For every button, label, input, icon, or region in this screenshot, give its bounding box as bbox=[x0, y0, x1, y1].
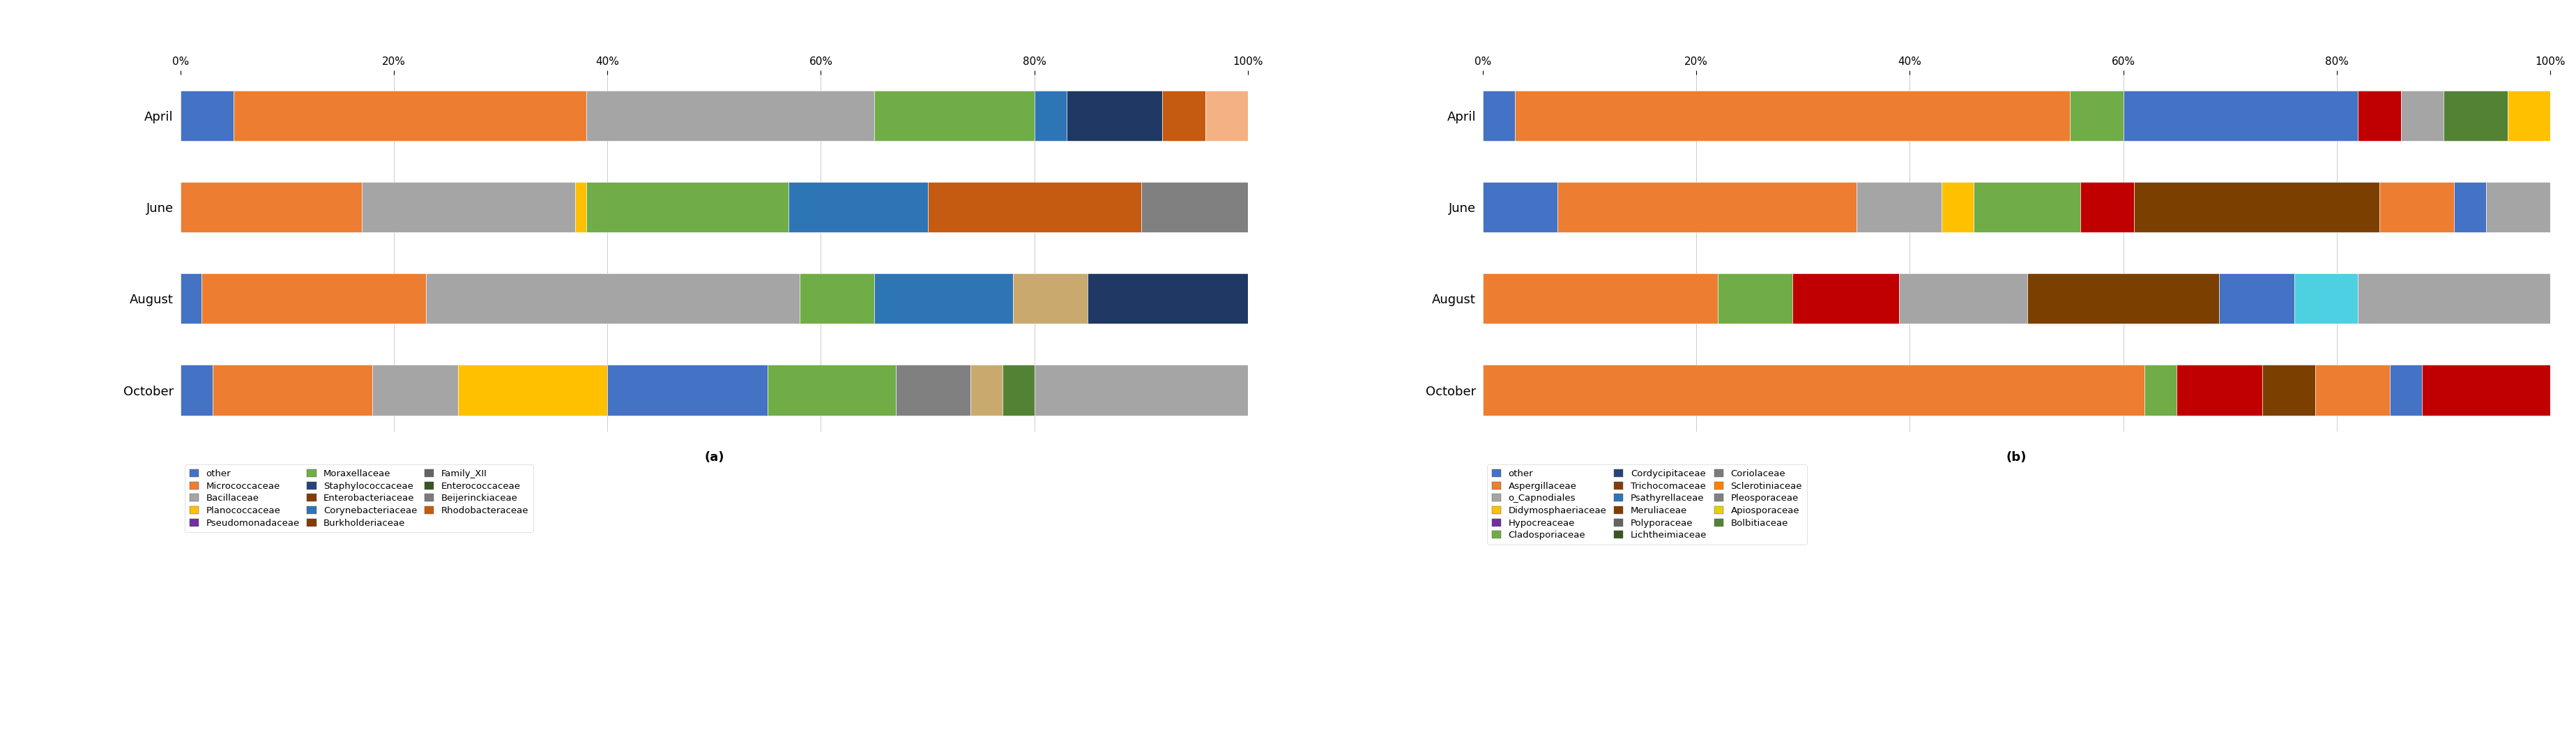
Bar bbox=[2401, 91, 2445, 141]
Bar bbox=[873, 274, 1012, 324]
Bar bbox=[1066, 91, 1162, 141]
Bar bbox=[2071, 91, 2123, 141]
Bar bbox=[2133, 182, 2380, 232]
Bar bbox=[2027, 274, 2221, 324]
Bar bbox=[1012, 274, 1087, 324]
Bar bbox=[2295, 274, 2357, 324]
Bar bbox=[788, 182, 927, 232]
Bar bbox=[1558, 182, 1857, 232]
Bar bbox=[2506, 91, 2550, 141]
Bar bbox=[971, 365, 1002, 415]
Bar bbox=[1973, 182, 2081, 232]
Bar bbox=[1087, 274, 1247, 324]
Bar bbox=[211, 365, 374, 415]
Bar bbox=[425, 274, 799, 324]
X-axis label: (b): (b) bbox=[2007, 451, 2027, 464]
Bar bbox=[180, 91, 234, 141]
Bar bbox=[2177, 365, 2262, 415]
Bar bbox=[873, 91, 1036, 141]
Bar bbox=[927, 182, 1141, 232]
Bar bbox=[180, 274, 201, 324]
Legend: other, Micrococcaceae, Bacillaceae, Planococcaceae, Pseudomonadaceae, Moraxellac: other, Micrococcaceae, Bacillaceae, Plan… bbox=[185, 465, 533, 532]
Bar bbox=[1141, 182, 1247, 232]
Bar bbox=[768, 365, 896, 415]
Bar bbox=[1793, 274, 1899, 324]
Bar bbox=[2380, 182, 2455, 232]
Bar bbox=[608, 365, 768, 415]
Bar bbox=[374, 365, 459, 415]
Bar bbox=[1515, 91, 2071, 141]
Bar bbox=[2391, 365, 2421, 415]
Bar bbox=[180, 365, 211, 415]
Bar bbox=[2123, 91, 2357, 141]
Bar bbox=[1162, 91, 1206, 141]
Bar bbox=[799, 274, 873, 324]
Bar bbox=[2357, 91, 2401, 141]
Bar bbox=[1484, 91, 1515, 141]
Bar bbox=[2421, 365, 2550, 415]
Bar bbox=[2357, 274, 2550, 324]
Bar bbox=[585, 182, 788, 232]
Bar bbox=[1718, 274, 1793, 324]
Legend: other, Aspergillaceae, o_Capnodiales, Didymosphaeriaceae, Hypocreaceae, Cladospo: other, Aspergillaceae, o_Capnodiales, Di… bbox=[1486, 465, 1806, 545]
Bar bbox=[201, 274, 425, 324]
Bar bbox=[2081, 182, 2133, 232]
Bar bbox=[459, 365, 608, 415]
Bar bbox=[2455, 182, 2486, 232]
Bar bbox=[2146, 365, 2177, 415]
Bar bbox=[2486, 182, 2550, 232]
Bar bbox=[2262, 365, 2316, 415]
Bar bbox=[2221, 274, 2295, 324]
Bar bbox=[896, 365, 971, 415]
Bar bbox=[1484, 182, 1558, 232]
Bar bbox=[2316, 365, 2391, 415]
Bar bbox=[1036, 91, 1066, 141]
Bar bbox=[1857, 182, 1942, 232]
Bar bbox=[180, 182, 361, 232]
Bar bbox=[1206, 91, 1247, 141]
Bar bbox=[234, 91, 585, 141]
Bar bbox=[1484, 274, 1718, 324]
Bar bbox=[574, 182, 585, 232]
Bar bbox=[1942, 182, 1973, 232]
X-axis label: (a): (a) bbox=[703, 451, 724, 464]
Bar bbox=[1899, 274, 2027, 324]
Bar bbox=[1002, 365, 1036, 415]
Bar bbox=[1036, 365, 1247, 415]
Bar bbox=[1484, 365, 2146, 415]
Bar bbox=[585, 91, 873, 141]
Bar bbox=[361, 182, 574, 232]
Bar bbox=[2445, 91, 2506, 141]
